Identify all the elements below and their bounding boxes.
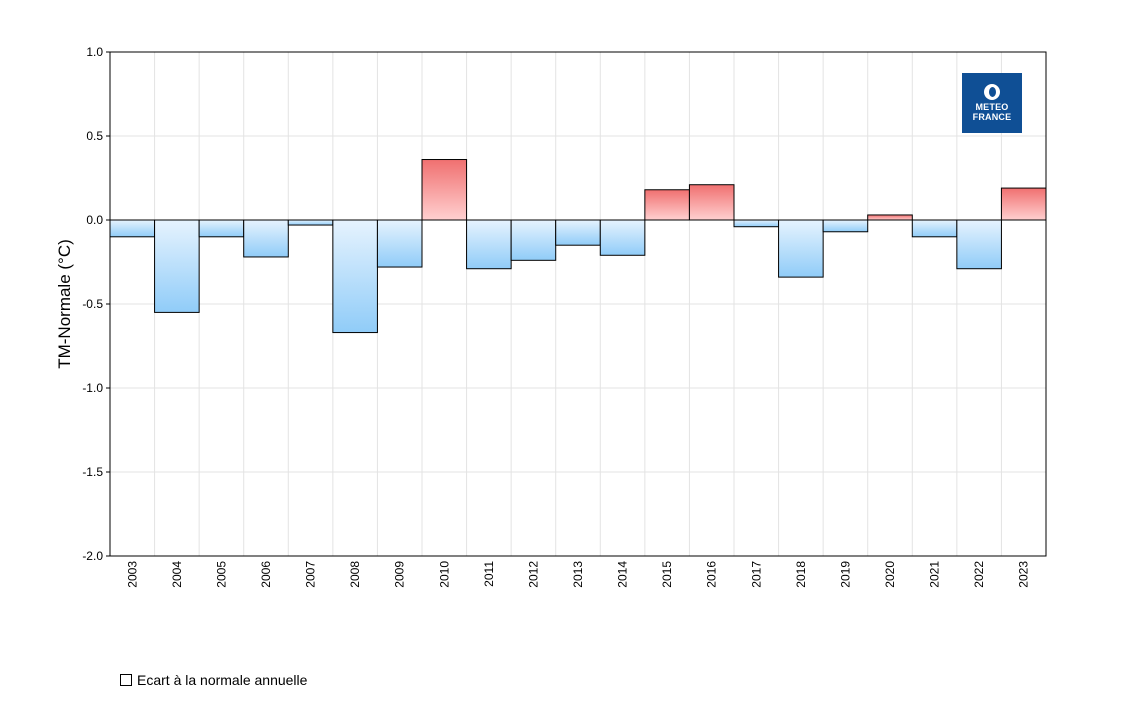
x-tick-label: 2012: [526, 561, 540, 588]
x-tick-label: 2013: [571, 561, 585, 588]
meteo-france-logo: METEO FRANCE: [962, 73, 1022, 133]
x-tick-label: 2018: [794, 561, 808, 588]
bar-2013: [555, 219, 601, 246]
x-tick-label: 2015: [660, 561, 674, 588]
x-tick-label: 2016: [705, 561, 719, 588]
x-tick-label: 2023: [1017, 561, 1031, 588]
bar-2018: [778, 219, 824, 278]
bar-2009: [376, 219, 423, 268]
x-tick-label: 2021: [928, 561, 942, 588]
x-tick-label: 2020: [883, 561, 897, 588]
x-tick-label: 2009: [393, 561, 407, 588]
bar-2007: [287, 219, 334, 226]
bar-2003: [109, 219, 156, 238]
y-tick-label: -1.0: [82, 381, 103, 395]
bar-2008: [332, 219, 378, 334]
bar-2020: [867, 214, 913, 221]
bar-2012: [510, 219, 557, 261]
meteo-france-emblem-icon: [984, 84, 1000, 100]
x-tick-label: 2011: [482, 561, 496, 587]
legend: Ecart à la normale annuelle: [120, 672, 307, 688]
bar-2015: [644, 189, 690, 221]
x-tick-label: 2005: [214, 561, 228, 588]
bar-2017: [733, 219, 780, 228]
bar-2006: [243, 219, 289, 258]
legend-label: Ecart à la normale annuelle: [137, 672, 308, 688]
x-tick-label: 2017: [749, 561, 763, 588]
x-tick-label: 2010: [437, 561, 451, 588]
x-tick-label: 2004: [170, 561, 184, 588]
bar-2014: [599, 219, 646, 256]
x-tick-label: 2008: [348, 561, 362, 588]
bar-2010: [421, 159, 468, 221]
x-tick-label: 2007: [304, 561, 318, 588]
x-tick-label: 2003: [125, 561, 139, 588]
logo-line-2: FRANCE: [972, 112, 1012, 122]
bar-2005: [198, 219, 245, 238]
x-tick-label: 2019: [838, 561, 852, 588]
bar-2011: [466, 219, 512, 270]
bar-2004: [154, 219, 200, 313]
y-tick-label: -2.0: [82, 549, 103, 563]
bar-2016: [688, 184, 735, 221]
y-axis-label: TM-Normale (°C): [55, 239, 74, 369]
x-tick-label: 2006: [259, 561, 273, 588]
y-tick-label: -1.5: [82, 465, 103, 479]
y-tick-label: 1.0: [86, 45, 103, 59]
bar-2019: [822, 219, 869, 233]
y-tick-label: -0.5: [82, 297, 103, 311]
bar-2022: [956, 219, 1002, 270]
bar-2023: [1000, 187, 1047, 221]
bar-2021: [911, 219, 958, 238]
x-tick-label: 2014: [616, 561, 630, 588]
y-tick-label: 0.0: [86, 213, 103, 227]
logo-line-1: METEO: [975, 102, 1009, 112]
y-tick-label: 0.5: [86, 129, 103, 143]
x-tick-label: 2022: [972, 561, 986, 588]
legend-swatch: [120, 674, 132, 686]
